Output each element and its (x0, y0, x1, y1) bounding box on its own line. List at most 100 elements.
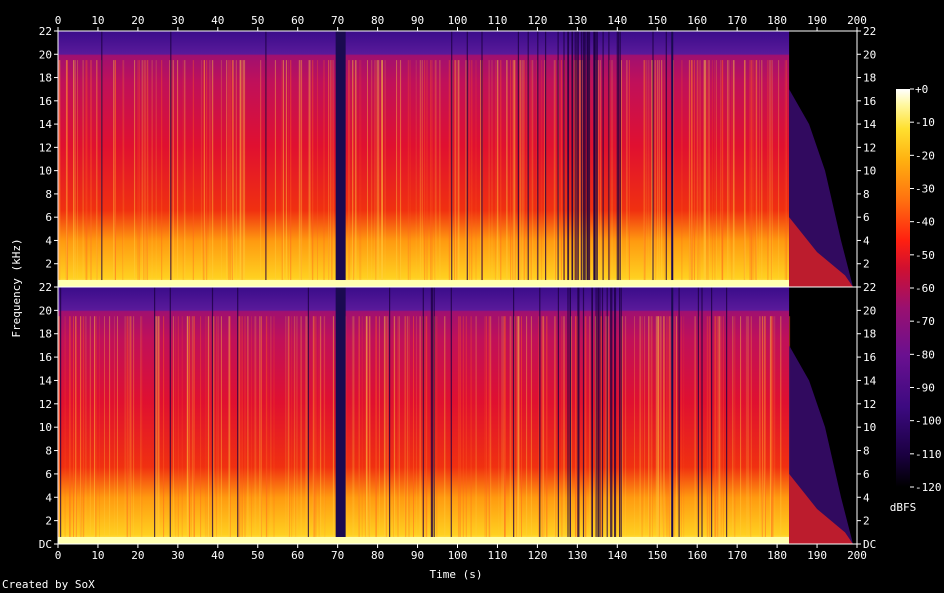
dropout-streak (616, 31, 618, 287)
transient-streak (706, 316, 708, 545)
transient-streak (66, 60, 68, 287)
transient-streak (348, 60, 350, 287)
transient-streak (454, 60, 456, 287)
transient-streak (532, 60, 534, 287)
transient-streak (530, 60, 532, 287)
transient-streak (318, 316, 320, 545)
transient-streak (189, 316, 191, 545)
transient-streak (408, 316, 410, 545)
transient-streak (747, 316, 749, 545)
x-axis-title: Time (s) (430, 568, 483, 581)
transient-streak (658, 316, 660, 545)
transient-streak (762, 316, 764, 545)
transient-streak (761, 60, 763, 287)
transient-streak (355, 60, 357, 287)
dropout-streak (567, 31, 570, 287)
transient-streak (655, 316, 657, 545)
transient-streak (349, 60, 351, 287)
transient-streak (784, 60, 786, 287)
transient-streak (459, 316, 461, 545)
channel-2-plot (57, 286, 858, 545)
y-tick-label: 10 (39, 165, 52, 178)
y-tick-label: 14 (863, 118, 877, 131)
colorbar-label: dBFS (890, 501, 917, 514)
x-tick-label: 30 (171, 14, 184, 27)
transient-streak (141, 316, 143, 545)
y-tick-label: 12 (39, 141, 52, 154)
transient-streak (644, 60, 646, 287)
transient-streak (175, 316, 177, 545)
transient-streak (651, 60, 653, 287)
transient-streak (719, 316, 721, 545)
transient-streak (206, 316, 208, 545)
colorbar-tick-label: -90 (915, 382, 935, 395)
dropout-streak (608, 31, 610, 287)
transient-streak (771, 316, 773, 545)
dropout-streak (307, 287, 309, 544)
y-tick-label: 16 (863, 351, 876, 364)
transient-streak (646, 60, 648, 287)
transient-streak (621, 60, 622, 287)
x-tick-label: 160 (687, 549, 707, 562)
transient-streak (398, 316, 400, 545)
transient-streak (244, 60, 246, 287)
transient-streak (489, 316, 491, 545)
transient-streak (273, 316, 275, 545)
transient-streak (764, 316, 766, 545)
transient-streak (718, 316, 720, 545)
dropout-streak (577, 31, 579, 287)
low-frequency-band (58, 536, 790, 544)
transient-streak (471, 60, 473, 287)
transient-streak (510, 60, 512, 287)
transient-streak (718, 316, 720, 545)
silence-gap (335, 31, 346, 287)
transient-streak (124, 316, 126, 545)
transient-streak (378, 60, 380, 287)
transient-streak (706, 60, 708, 287)
x-tick-label: 170 (727, 549, 747, 562)
transient-streak (465, 60, 467, 287)
transient-streak (144, 60, 146, 287)
transient-streak (709, 316, 711, 545)
transient-streak (651, 60, 653, 287)
transient-streak (654, 60, 656, 287)
transient-streak (694, 316, 696, 545)
transient-streak (228, 60, 230, 287)
transient-streak (393, 316, 394, 545)
transient-streak (504, 316, 506, 545)
transient-streak (663, 316, 665, 545)
dropout-streak (614, 287, 616, 544)
transient-streak (358, 316, 360, 545)
transient-streak (138, 60, 140, 287)
colorbar-tick-label: -50 (915, 249, 935, 262)
transient-streak (431, 60, 433, 287)
transient-streak (323, 60, 325, 287)
transient-streak (226, 60, 228, 287)
transient-streak (599, 60, 601, 287)
transient-streak (126, 316, 127, 545)
transient-streak (202, 60, 204, 287)
transient-streak (512, 60, 514, 287)
dropout-streak (576, 31, 578, 287)
y-tick-label: 4 (863, 234, 870, 247)
colorbar-tick-label: -60 (915, 282, 935, 295)
transient-streak (699, 316, 700, 545)
transient-streak (59, 316, 60, 545)
y-tick-label: 18 (39, 328, 52, 341)
x-tick-label: 150 (647, 14, 667, 27)
transient-streak (285, 316, 287, 545)
decay-tail-energy (789, 473, 854, 544)
transient-streak (301, 60, 303, 287)
transient-streak (756, 60, 758, 287)
transient-streak (496, 60, 498, 287)
dropout-streak (154, 287, 156, 544)
transient-streak (770, 316, 772, 545)
transient-streak (229, 316, 231, 545)
y-tick-label: 16 (39, 351, 52, 364)
transient-streak (158, 316, 160, 545)
transient-streak (643, 60, 645, 287)
transient-streak (358, 316, 360, 545)
transient-streak (374, 60, 376, 287)
transient-streak (330, 60, 332, 287)
transient-streak (359, 60, 361, 287)
